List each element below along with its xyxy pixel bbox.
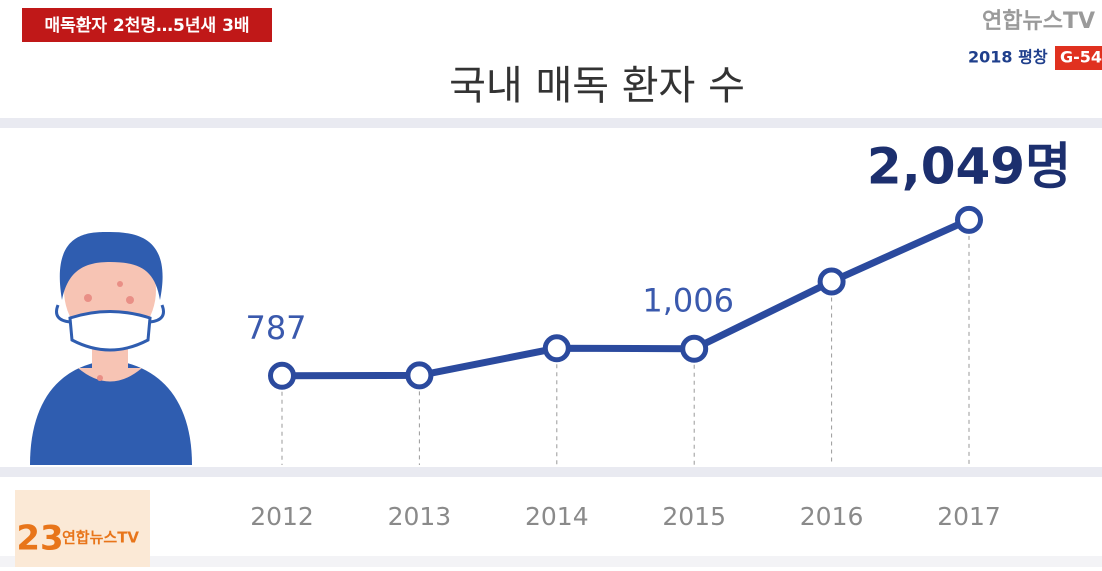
data-point	[955, 205, 983, 234]
event-label: 2018 평창	[968, 48, 1048, 67]
data-line	[281, 216, 971, 380]
data-point	[542, 334, 571, 363]
value-label: 1,006	[642, 282, 734, 320]
headline: 매독환자 2천명…5년새 3배	[44, 16, 249, 36]
data-point	[268, 361, 296, 390]
channel-number: 23	[16, 519, 63, 559]
chart-title: 국내 매독 환자 수	[449, 63, 745, 109]
bottom-band	[0, 467, 1102, 477]
x-tick-label: 2014	[525, 502, 589, 531]
countdown-box	[1055, 46, 1102, 70]
data-point	[405, 361, 434, 390]
person-illustration	[30, 231, 192, 465]
x-tick-label: 2015	[662, 502, 726, 531]
watermark: 연합뉴스TV	[982, 8, 1095, 34]
data-point	[817, 267, 846, 296]
x-tick-label: 2017	[937, 502, 1001, 531]
bottom-strip	[0, 556, 1102, 567]
logo-text: 연합뉴스TV	[62, 529, 139, 547]
x-tick-label: 2013	[388, 502, 452, 531]
x-tick-label: 2016	[800, 502, 864, 531]
value-label: 2,049명	[867, 137, 1071, 195]
value-label: 787	[245, 309, 306, 347]
headline-box	[22, 8, 272, 42]
countdown: G-54	[1060, 48, 1102, 67]
x-tick-label: 2012	[250, 502, 314, 531]
top-band	[0, 118, 1102, 128]
data-point	[680, 334, 709, 363]
logo-box	[15, 490, 150, 567]
